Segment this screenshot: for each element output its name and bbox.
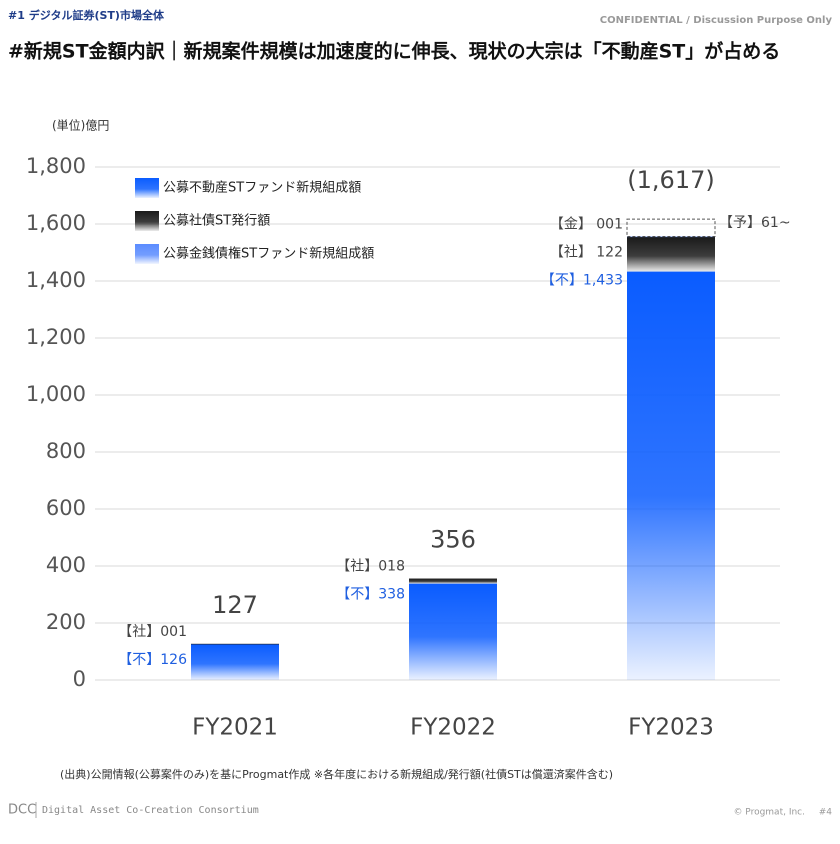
y-tick-label: 400 bbox=[46, 553, 86, 577]
y-tick-label: 1,400 bbox=[26, 268, 86, 292]
y-tick-label: 0 bbox=[73, 667, 86, 691]
total-label: 356 bbox=[430, 526, 476, 554]
bar-segment bbox=[627, 236, 715, 272]
slide-title: #新規ST金額内訳｜新規案件規模は加速度的に伸長、現状の大宗は「不動産ST」が占… bbox=[8, 40, 780, 63]
data-label: 【不】1,433 bbox=[541, 273, 623, 289]
bar-segment bbox=[627, 236, 715, 238]
data-label: 【社】001 bbox=[118, 624, 187, 640]
data-label: 【社】 122 bbox=[550, 245, 623, 261]
bar-segment bbox=[191, 643, 279, 645]
data-label: 【不】126 bbox=[118, 652, 187, 668]
y-tick-label: 1,200 bbox=[26, 325, 86, 349]
org-short: DCC bbox=[8, 803, 36, 818]
data-label: 【金】 001 bbox=[550, 217, 623, 233]
bar-segment bbox=[409, 578, 497, 584]
copyright: © Progmat, Inc. bbox=[733, 808, 805, 818]
y-tick-label: 600 bbox=[46, 496, 86, 520]
plot: 0 200 400 600 800 1,000 1,200 1,400 1,600 1,800 公募… bbox=[26, 154, 791, 741]
x-tick-label: FY2021 bbox=[192, 715, 278, 741]
bar-segment bbox=[191, 644, 279, 680]
source-note: (出典)公開情報(公募案件のみ)を基にProgmat作成 ※各年度における新規組… bbox=[60, 767, 613, 781]
bar-segment bbox=[627, 271, 715, 680]
legend-swatch bbox=[135, 244, 159, 264]
confidential: CONFIDENTIAL / Discussion Purpose Only bbox=[600, 15, 833, 26]
org-name: Digital Asset Co-Creation Consortium bbox=[42, 805, 259, 816]
projection-label: 【予】61~ bbox=[719, 215, 791, 231]
section-label: #1 デジタル証券(ST)市場全体 bbox=[8, 8, 165, 22]
total-label: (1,617) bbox=[627, 166, 714, 194]
y-tick-label: 800 bbox=[46, 439, 86, 463]
legend-label: 公募社債ST発行額 bbox=[163, 213, 270, 229]
y-unit: (単位)億円 bbox=[52, 118, 109, 133]
projection-segment bbox=[626, 218, 716, 238]
y-tick-label: 200 bbox=[46, 610, 86, 634]
y-tick-label: 1,600 bbox=[26, 211, 86, 235]
bar-segment bbox=[409, 583, 497, 680]
total-label: 127 bbox=[212, 591, 258, 619]
page-number: #4 bbox=[819, 808, 833, 818]
y-tick-label: 1,800 bbox=[26, 154, 86, 178]
x-tick-label: FY2023 bbox=[628, 715, 714, 741]
legend-swatch bbox=[135, 211, 159, 231]
legend-swatch bbox=[135, 178, 159, 198]
legend-label: 公募金銭債権STファンド新規組成額 bbox=[163, 246, 374, 262]
x-tick-label: FY2022 bbox=[410, 715, 496, 741]
y-tick-label: 1,000 bbox=[26, 382, 86, 406]
legend-label: 公募不動産STファンド新規組成額 bbox=[163, 180, 361, 196]
data-label: 【社】018 bbox=[336, 559, 405, 575]
data-label: 【不】338 bbox=[336, 587, 405, 603]
